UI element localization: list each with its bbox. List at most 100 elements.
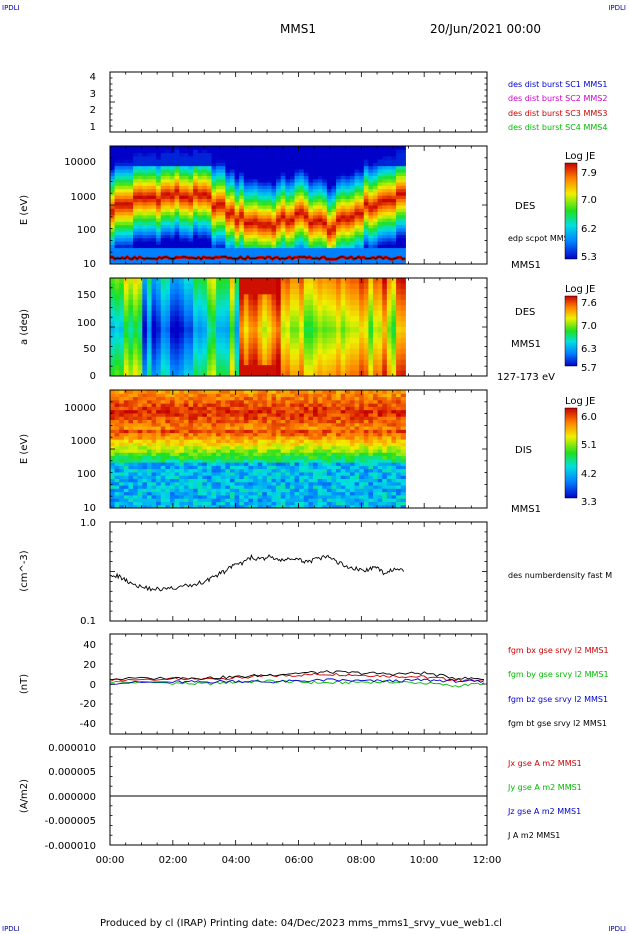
des-energy-cell	[211, 146, 217, 150]
des-pitch-cell	[308, 337, 314, 344]
dis-energy-cell	[160, 455, 166, 460]
des-pitch-cell	[193, 343, 199, 350]
des-pitch-cell	[391, 305, 397, 312]
dis-energy-cell	[151, 494, 157, 499]
des-pitch-cell	[188, 321, 194, 328]
des-energy-cell	[206, 231, 213, 235]
des-energy-cell	[271, 198, 277, 203]
des-pitch-cell	[326, 370, 333, 377]
des-energy-cell	[156, 208, 162, 213]
dis-energy-cell	[248, 488, 254, 493]
des-energy-cell	[239, 201, 245, 206]
des-pitch-cell	[156, 294, 162, 301]
dis-energy-cell	[239, 399, 245, 404]
dis-energy-cell	[211, 481, 217, 486]
des-energy-cell	[400, 185, 406, 190]
des-energy-cell	[322, 168, 328, 173]
des-energy-cell	[216, 182, 222, 186]
dis-energy-cell	[253, 399, 259, 404]
des-energy-cell	[160, 195, 166, 199]
des-energy-cell	[243, 231, 250, 235]
des-energy-cell	[373, 234, 379, 239]
des-energy-cell	[193, 159, 199, 163]
des-energy-cell	[336, 165, 342, 170]
des-energy-cell	[197, 254, 203, 258]
dis-energy-cell	[133, 504, 139, 509]
des-energy-cell	[110, 241, 116, 245]
dis-energy-cell	[179, 491, 185, 496]
dis-energy-cell	[216, 412, 222, 417]
des-energy-cell	[299, 231, 305, 235]
dis-energy-cell	[151, 501, 157, 506]
des-energy-cell	[313, 162, 319, 167]
des-energy-cell	[308, 201, 314, 206]
dis-energy-cell	[123, 481, 130, 486]
des-energy-cell	[206, 146, 213, 150]
des-energy-cell	[151, 224, 157, 229]
des-energy-cell	[294, 168, 300, 173]
dis-energy-cell	[220, 504, 226, 509]
dis-energy-cell	[266, 501, 273, 506]
des-energy-cell	[239, 241, 245, 245]
des-energy-cell	[345, 178, 351, 183]
des-pitch-cell	[326, 310, 333, 317]
dis-energy-cell	[123, 494, 130, 499]
des-pitch-cell	[114, 337, 120, 344]
des-energy-cell	[137, 146, 143, 150]
dis-energy-cell	[193, 468, 199, 473]
des-energy-cell	[400, 218, 406, 222]
des-pitch-cell	[386, 278, 393, 284]
dis-energy-cell	[151, 445, 157, 450]
dis-energy-cell	[146, 501, 153, 506]
des-energy-cell	[123, 159, 130, 163]
p3-ytick-50: 50	[83, 344, 96, 355]
des-energy-cell	[363, 260, 370, 265]
des-energy-cell	[137, 214, 143, 219]
dis-energy-cell	[243, 432, 250, 437]
dis-energy-cell	[128, 412, 134, 417]
des-pitch-cell	[303, 354, 310, 361]
des-energy-cell	[248, 155, 254, 160]
des-energy-cell	[183, 244, 190, 249]
dis-energy-cell	[114, 478, 120, 483]
dis-energy-cell	[234, 426, 240, 430]
des-energy-cell	[119, 195, 125, 199]
des-pitch-cell	[294, 288, 300, 295]
des-energy-cell	[257, 227, 263, 232]
des-pitch-cell	[165, 343, 171, 350]
des-pitch-cell	[193, 288, 199, 295]
des-energy-cell	[382, 205, 388, 209]
dis-energy-cell	[220, 455, 226, 460]
dis-energy-cell	[197, 452, 203, 457]
des-energy-cell	[317, 195, 323, 199]
des-energy-cell	[193, 198, 199, 203]
des-pitch-cell	[165, 294, 171, 301]
dis-energy-cell	[239, 416, 245, 420]
des-energy-cell	[285, 182, 291, 186]
des-energy-cell	[308, 168, 314, 173]
dis-energy-cell	[299, 471, 305, 476]
dis-energy-cell	[216, 501, 222, 506]
des-pitch-cell	[308, 288, 314, 295]
des-energy-cell	[114, 244, 120, 249]
des-energy-cell	[382, 159, 388, 163]
des-energy-cell	[336, 231, 342, 235]
dis-energy-cell	[280, 396, 286, 401]
des-energy-cell	[197, 178, 203, 183]
des-pitch-cell	[156, 343, 162, 350]
des-pitch-cell	[326, 337, 333, 344]
dis-energy-cell	[262, 442, 268, 447]
des-energy-cell	[160, 224, 166, 229]
dis-energy-cell	[160, 481, 166, 486]
des-energy-cell	[400, 159, 406, 163]
des-energy-cell	[137, 227, 143, 232]
des-energy-cell	[160, 185, 166, 190]
des-energy-cell	[202, 260, 208, 265]
des-energy-cell	[142, 205, 148, 209]
dis-energy-cell	[276, 494, 282, 499]
des-pitch-cell	[303, 299, 310, 306]
des-energy-cell	[276, 221, 282, 226]
des-energy-cell	[160, 159, 166, 163]
des-pitch-cell	[183, 310, 190, 317]
des-energy-cell	[391, 218, 397, 222]
